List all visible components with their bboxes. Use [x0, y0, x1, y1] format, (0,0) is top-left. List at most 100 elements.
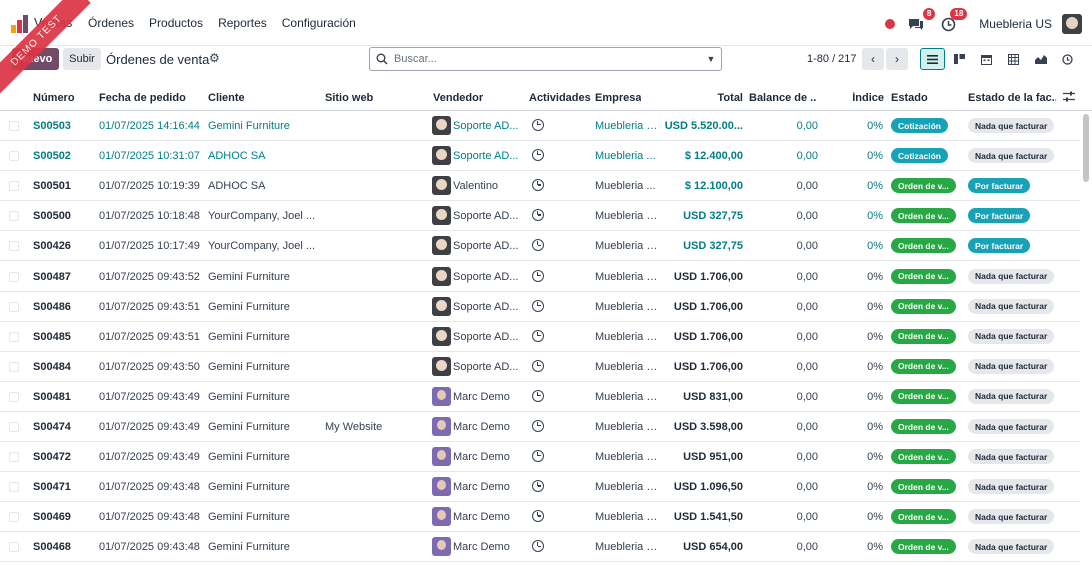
header-company[interactable]: Empresa — [595, 92, 642, 104]
status-dot-icon[interactable] — [885, 19, 896, 29]
graph-view-icon[interactable] — [1028, 48, 1053, 70]
company-switcher[interactable]: Muebleria US — [979, 17, 1052, 31]
activity-clock-icon[interactable] — [532, 480, 544, 493]
salesperson-name: Marc Demo — [453, 481, 510, 494]
activity-clock-icon[interactable] — [532, 119, 544, 131]
user-avatar[interactable] — [1062, 14, 1082, 34]
row-checkbox[interactable] — [9, 271, 19, 282]
activity-clock-icon[interactable] — [532, 510, 544, 523]
activity-clock-icon[interactable] — [532, 329, 544, 342]
row-checkbox[interactable] — [9, 422, 19, 432]
row-checkbox[interactable] — [9, 241, 19, 252]
header-invoice-state[interactable]: Estado de la fac... — [968, 92, 1056, 104]
row-checkbox[interactable] — [9, 151, 19, 162]
activity-clock-icon[interactable] — [532, 389, 544, 402]
header-website[interactable]: Sitio web — [325, 92, 374, 104]
table-row[interactable]: S00481 01/07/2025 09:43:49 Gemini Furnitur… — [0, 382, 1080, 412]
table-row[interactable]: S00500 01/07/2025 10:18:48 YourCompany, Jo… — [0, 201, 1080, 232]
table-row[interactable]: S00472 01/07/2025 09:43:49 Gemini Furnitur… — [0, 442, 1080, 473]
menu-reports[interactable]: Reportes — [218, 16, 267, 30]
order-date: 01/07/2025 09:43:51 — [99, 300, 200, 313]
column-settings-icon[interactable] — [1063, 91, 1075, 105]
activity-clock-icon[interactable] — [532, 540, 544, 553]
row-checkbox[interactable] — [9, 211, 19, 222]
row-checkbox[interactable] — [9, 181, 19, 192]
header-number[interactable]: Número — [33, 92, 75, 104]
index-value: 0% — [867, 120, 883, 132]
index-value: 0% — [867, 511, 883, 524]
activity-clock-icon[interactable] — [532, 209, 544, 222]
row-checkbox[interactable] — [9, 452, 19, 463]
row-checkbox[interactable] — [9, 361, 19, 372]
header-salesperson[interactable]: Vendedor — [433, 92, 484, 104]
row-checkbox[interactable] — [9, 542, 19, 553]
table-row[interactable]: S00487 01/07/2025 09:43:52 Gemini Furnitur… — [0, 262, 1080, 292]
table-row[interactable]: S00471 01/07/2025 09:43:48 Gemini Furnitur… — [0, 472, 1080, 503]
activity-clock-icon[interactable] — [532, 149, 544, 162]
company-name: Muebleria ... — [595, 180, 656, 193]
menu-products[interactable]: Productos — [149, 16, 204, 30]
table-row[interactable]: S00426 01/07/2025 10:17:49 YourCompany, Jo… — [0, 231, 1080, 262]
kanban-view-icon[interactable] — [947, 48, 972, 70]
pager-value[interactable]: 1-80 / 217 — [807, 53, 857, 65]
menu-configuration[interactable]: Configuración — [281, 16, 356, 30]
table-row[interactable]: S00484 01/07/2025 09:43:50 Gemini Furnitur… — [0, 352, 1080, 382]
table-row[interactable]: S00486 01/07/2025 09:43:51 Gemini Furnitur… — [0, 292, 1080, 322]
salesperson-name: Soporte AD... — [453, 360, 519, 373]
salesperson-avatar — [432, 236, 451, 256]
table-row[interactable]: S00468 01/07/2025 09:43:48 Gemini Furnitur… — [0, 532, 1080, 563]
status-badge: Cotización — [891, 148, 948, 164]
table-row[interactable]: S00469 01/07/2025 09:43:48 Gemini Furnitur… — [0, 502, 1080, 533]
table-row[interactable]: S00485 01/07/2025 09:43:51 Gemini Furnitur… — [0, 322, 1080, 352]
activity-clock-icon[interactable] — [532, 269, 544, 282]
row-checkbox[interactable] — [9, 331, 19, 342]
customer-name: Gemini Furniture — [208, 451, 290, 464]
row-checkbox[interactable] — [9, 391, 19, 402]
list-view-icon[interactable] — [920, 48, 945, 70]
search-bar[interactable]: ▼ — [369, 47, 722, 71]
search-options-toggle-icon[interactable]: ▼ — [706, 54, 716, 64]
header-order-date[interactable]: Fecha de pedido — [99, 92, 186, 104]
activity-view-icon[interactable] — [1055, 48, 1080, 70]
header-total[interactable]: Total — [717, 92, 743, 104]
activity-clock-icon[interactable] — [532, 299, 544, 312]
order-date: 01/07/2025 09:43:48 — [99, 481, 200, 494]
sales-app-icon[interactable] — [11, 15, 29, 33]
order-total: USD 1.706,00 — [673, 300, 743, 313]
header-state[interactable]: Estado — [891, 92, 928, 104]
header-customer[interactable]: Cliente — [208, 92, 245, 104]
pager-next-button[interactable]: › — [886, 48, 908, 70]
menu-orders[interactable]: Órdenes — [88, 16, 135, 30]
row-checkbox[interactable] — [9, 121, 19, 131]
pivot-view-icon[interactable] — [1001, 48, 1026, 70]
salesperson-name: Soporte AD... — [453, 240, 519, 253]
vertical-scrollbar[interactable] — [1083, 114, 1089, 182]
table-row[interactable]: S00502 01/07/2025 10:31:07 ADHOC SA Soporte… — [0, 141, 1080, 172]
company-name: Muebleria US — [595, 210, 661, 223]
activity-clock-icon[interactable] — [532, 239, 544, 252]
header-activities[interactable]: Actividades — [529, 92, 591, 104]
row-checkbox[interactable] — [9, 482, 19, 493]
salesperson-avatar — [432, 386, 451, 406]
row-checkbox[interactable] — [9, 512, 19, 523]
row-checkbox[interactable] — [9, 301, 19, 312]
activity-clock-icon[interactable] — [532, 450, 544, 463]
pager-previous-button[interactable]: ‹ — [862, 48, 884, 70]
balance-value: 0,00 — [796, 270, 818, 283]
gear-icon[interactable]: ⚙ — [209, 51, 220, 65]
activities-clock-icon[interactable]: 18 — [937, 8, 968, 35]
activity-clock-icon[interactable] — [532, 359, 544, 372]
table-row[interactable]: S00501 01/07/2025 10:19:39 ADHOC SA Valenti… — [0, 171, 1080, 202]
upload-button[interactable]: Subir — [63, 48, 101, 70]
order-total: USD 831,00 — [683, 390, 743, 403]
table-row[interactable]: S00474 01/07/2025 09:43:49 Gemini Furnitur… — [0, 412, 1080, 442]
header-index[interactable]: Índice — [852, 92, 884, 104]
invoice-status-badge: Nada que facturar — [968, 118, 1055, 133]
table-row[interactable]: S00503 01/07/2025 14:16:44 Gemini Furnitur… — [0, 111, 1080, 141]
header-balance[interactable]: Balance de ... — [749, 92, 817, 104]
messages-icon[interactable]: 8 — [905, 8, 936, 35]
search-input[interactable] — [394, 53, 701, 65]
calendar-view-icon[interactable] — [974, 48, 999, 70]
activity-clock-icon[interactable] — [532, 179, 544, 192]
activity-clock-icon[interactable] — [532, 420, 544, 432]
